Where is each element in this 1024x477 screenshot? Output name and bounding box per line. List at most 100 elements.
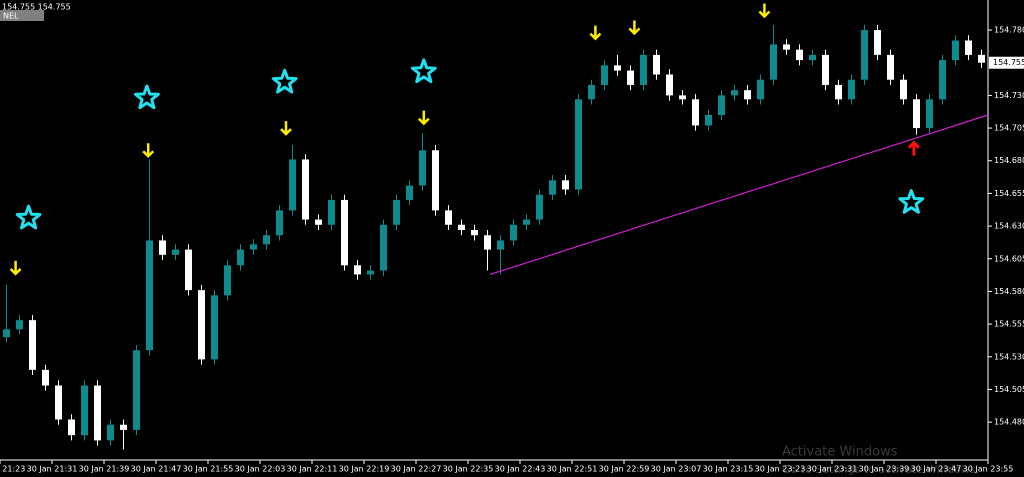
- candle-body: [406, 185, 413, 200]
- up-arrow: [907, 140, 920, 156]
- star-signal: [898, 189, 925, 214]
- y-tick-label: 154.505: [994, 385, 1024, 394]
- candle-body: [458, 224, 465, 230]
- candle-body: [783, 44, 790, 50]
- candle-body: [497, 240, 504, 250]
- y-tick-label: 154.555: [994, 320, 1024, 329]
- candle-body: [926, 99, 933, 129]
- y-tick-label: 154.630: [994, 222, 1024, 231]
- x-tick-label: 30 Jan 23:23: [755, 465, 806, 474]
- candle-body: [861, 30, 868, 80]
- candle-body: [835, 84, 842, 100]
- y-tick-label: 154.580: [994, 287, 1024, 296]
- candle-body: [289, 159, 296, 211]
- candle-body: [692, 99, 699, 126]
- candle-body: [965, 40, 972, 55]
- current-price-box: [989, 56, 1024, 69]
- symbol-tag: NEL: [3, 12, 19, 21]
- trendline: [489, 114, 989, 276]
- candle-body: [42, 369, 49, 386]
- candle-body: [29, 320, 36, 370]
- candle-body: [640, 54, 647, 85]
- star-signal: [410, 58, 437, 84]
- x-tick-label: 30 Jan 23:31: [807, 465, 858, 474]
- x-tick-label: 30 Jan 23:39: [859, 465, 910, 474]
- down-arrow: [417, 110, 430, 126]
- candle-body: [913, 99, 920, 129]
- candle-body: [731, 90, 738, 96]
- candle-body: [484, 235, 491, 250]
- candle-body: [666, 74, 673, 96]
- x-tick-label: 30 Jan 21:55: [183, 465, 234, 474]
- candle-body: [172, 249, 179, 255]
- candle-body: [16, 320, 23, 330]
- down-arrow: [280, 121, 292, 136]
- y-tick-label: 154.605: [994, 254, 1024, 263]
- candle-body: [237, 249, 244, 266]
- x-tick-label: 30 Jan 23:15: [703, 465, 754, 474]
- candle-body: [978, 54, 985, 63]
- x-tick-label: 30 Jan 23:07: [651, 465, 702, 474]
- star-signal: [271, 68, 298, 94]
- candle-body: [874, 30, 881, 55]
- candle-body: [315, 219, 322, 225]
- candle-body: [263, 235, 270, 245]
- candle-body: [432, 150, 439, 211]
- candle-body: [588, 84, 595, 100]
- x-tick-label: 30 Jan 21:47: [131, 465, 182, 474]
- candle-body: [367, 270, 374, 275]
- down-arrow: [142, 143, 155, 159]
- x-tick-label: 30 Jan 22:03: [235, 465, 286, 474]
- candle-body: [744, 90, 751, 100]
- candle-body: [705, 115, 712, 126]
- x-tick-label: 30 Jan 21:39: [79, 465, 130, 474]
- y-tick-label: 154.730: [994, 91, 1024, 100]
- candle-body: [341, 199, 348, 266]
- symbol-tag-box: [0, 10, 44, 21]
- candle-body: [549, 180, 556, 195]
- candle-body: [133, 350, 140, 430]
- x-tick-label: 30 Jan 21:23: [0, 465, 25, 474]
- x-tick-label: 30 Jan 22:43: [495, 465, 546, 474]
- candle-body: [354, 265, 361, 275]
- candle-body: [939, 60, 946, 100]
- candle-body: [198, 290, 205, 360]
- candle-body: [562, 180, 569, 190]
- y-tick-label: 154.680: [994, 156, 1024, 165]
- candle-body: [627, 70, 634, 85]
- candle-body: [3, 329, 10, 338]
- candle-body: [536, 194, 543, 220]
- down-arrow: [628, 20, 641, 36]
- candle-body: [107, 424, 114, 441]
- candle-body: [796, 49, 803, 61]
- candle-body: [471, 230, 478, 236]
- x-tick-label: 30 Jan 22:59: [599, 465, 650, 474]
- x-tick-label: 30 Jan 22:19: [339, 465, 390, 474]
- candle-body: [159, 240, 166, 255]
- x-tick-label: 30 Jan 22:51: [547, 465, 598, 474]
- candle-body: [718, 95, 725, 115]
- candle-body: [601, 65, 608, 85]
- y-tick-label: 154.480: [994, 418, 1024, 427]
- candle-body: [276, 210, 283, 236]
- candle-body: [523, 219, 530, 225]
- candle-body: [887, 54, 894, 80]
- candle-body: [419, 150, 426, 186]
- candle-body: [393, 199, 400, 225]
- candle-body: [822, 54, 829, 85]
- candle-body: [614, 65, 621, 71]
- candle-body: [55, 385, 62, 420]
- candle-body: [68, 419, 75, 436]
- x-tick-label: 30 Jan 23:55: [963, 465, 1014, 474]
- candle-body: [250, 244, 257, 250]
- candle-body: [952, 40, 959, 61]
- y-tick-label: 154.705: [994, 124, 1024, 133]
- candle-body: [445, 210, 452, 225]
- candle-body: [185, 249, 192, 291]
- x-tick-label: 30 Jan 21:31: [27, 465, 78, 474]
- candle-body: [679, 95, 686, 100]
- candle-body: [575, 99, 582, 190]
- candle-body: [146, 240, 153, 351]
- watermark: Activate Windows: [782, 445, 898, 460]
- candle-body: [211, 295, 218, 360]
